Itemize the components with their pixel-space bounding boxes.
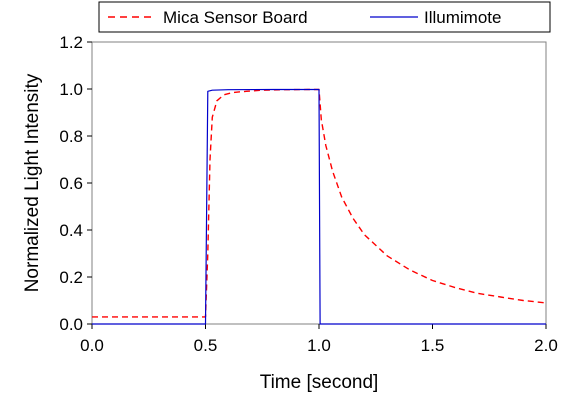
legend-label-illumimote: Illumimote <box>424 8 501 27</box>
y-tick-label: 0.4 <box>59 221 83 240</box>
series-layer <box>92 88 547 325</box>
y-tick-label: 0.2 <box>59 268 83 287</box>
series-line-illumimote <box>92 88 546 325</box>
axes: 0.0 0.2 0.4 0.6 0.8 1.0 1.2 0.0 0.5 1.0 1.5 2.0 <box>59 33 557 355</box>
legend: Mica Sensor Board Illumimote <box>98 1 551 33</box>
y-tick-label: 0.0 <box>59 315 83 334</box>
x-tick-label: 1.5 <box>421 336 445 355</box>
legend-box <box>98 1 551 33</box>
x-axis-title: Time [second] <box>260 372 379 393</box>
x-tick-label: 0.0 <box>80 336 104 355</box>
legend-label-mica: Mica Sensor Board <box>163 8 308 27</box>
x-tick-label: 1.0 <box>307 336 331 355</box>
y-axis-title: Normalized Light Intensity <box>22 73 43 292</box>
y-tick-label: 1.0 <box>59 80 83 99</box>
x-tick-label: 0.5 <box>194 336 218 355</box>
series-line-mica-sensor-board <box>92 88 547 318</box>
y-tick-label: 1.2 <box>59 33 83 52</box>
x-tick-label: 2.0 <box>534 336 558 355</box>
y-tick-label: 0.8 <box>59 127 83 146</box>
y-tick-label: 0.6 <box>59 174 83 193</box>
